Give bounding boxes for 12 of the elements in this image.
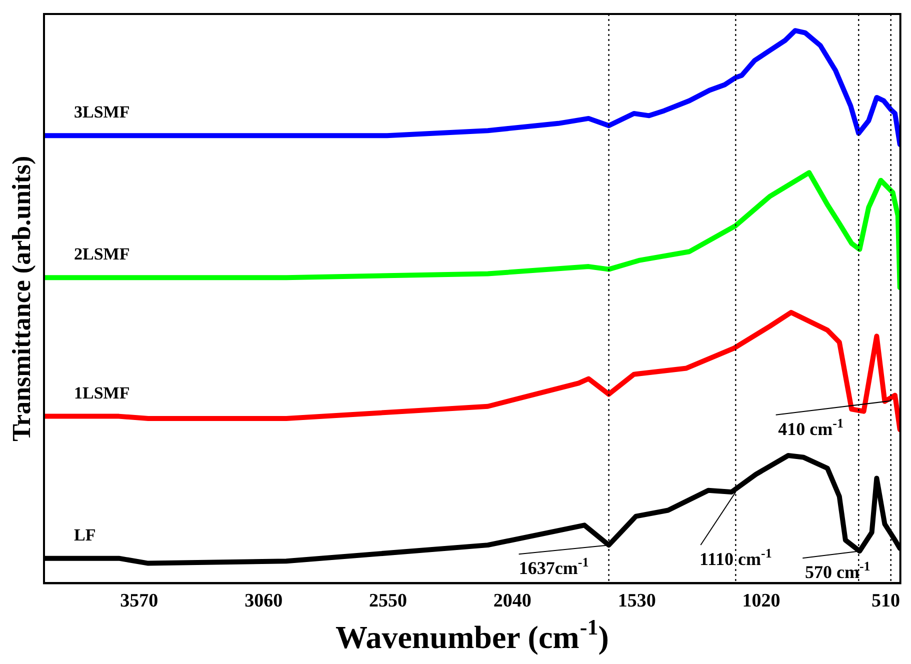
x-tick-label: 3570 <box>120 590 158 612</box>
x-tick-label: 2550 <box>369 590 408 612</box>
series-label: 2LSMF <box>74 244 130 264</box>
x-tick-label: 3060 <box>244 590 283 612</box>
series-label: 3LSMF <box>74 102 130 122</box>
x-tick-label: 1020 <box>742 590 780 612</box>
x-tick-label: 1530 <box>618 590 656 612</box>
series-label: 1LSMF <box>74 383 130 402</box>
series-label: LF <box>74 525 96 544</box>
y-axis-title: Transmittance (arb.units) <box>7 156 36 442</box>
x-tick-label: 2040 <box>493 590 532 612</box>
x-tick-label: 510 <box>871 590 900 612</box>
